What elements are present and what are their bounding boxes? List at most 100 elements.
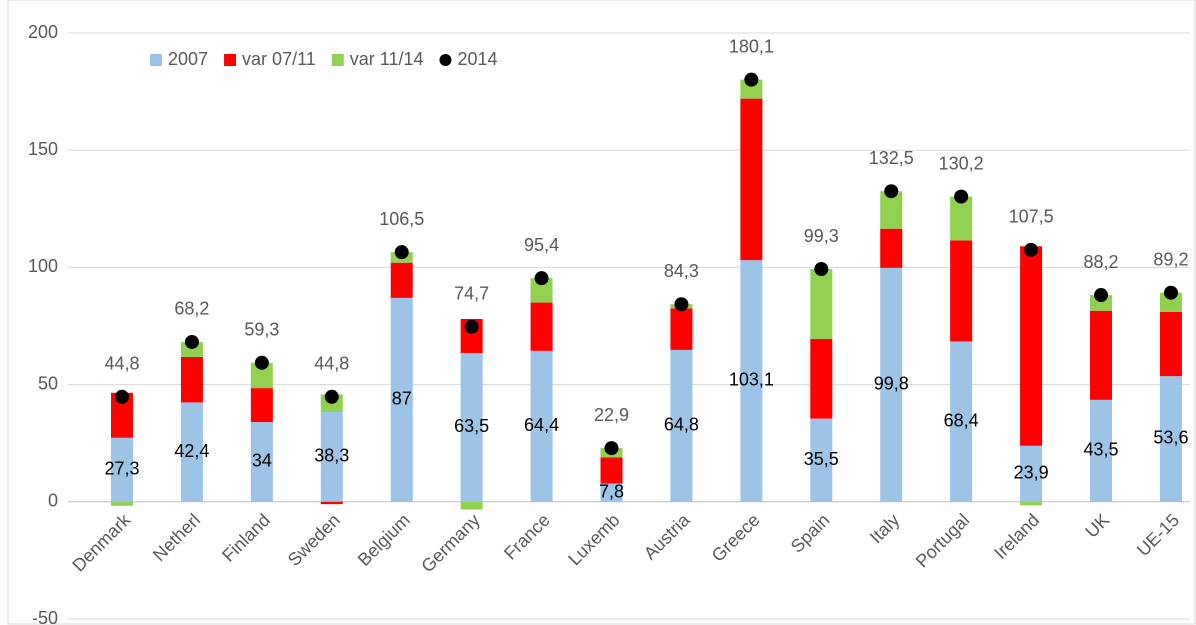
legend-label: 2014: [457, 49, 497, 69]
y-tick-label: 0: [48, 491, 58, 511]
point: [604, 441, 619, 456]
bar-segment: [460, 501, 483, 510]
data-label: 68,2: [174, 299, 209, 319]
bar-segment: [1159, 292, 1182, 312]
data-label: 64,8: [664, 415, 699, 435]
bar-segment: [390, 297, 413, 502]
data-label: 42,4: [174, 441, 209, 461]
legend-label: 2007: [168, 49, 208, 69]
legend-swatch: [150, 54, 162, 66]
data-label: 34: [252, 451, 272, 471]
bar-segment: [320, 412, 343, 502]
x-tick-label: Germany: [417, 510, 483, 576]
data-label: 180,1: [729, 36, 774, 56]
bar-segment: [111, 437, 133, 502]
point: [534, 271, 549, 286]
bar-segment: [740, 79, 763, 99]
data-label: 84,3: [664, 261, 699, 281]
data-label: 68,4: [944, 410, 979, 430]
bar-segment: [880, 267, 903, 502]
chart-frame: [7, 0, 1196, 625]
y-tick-label: 150: [28, 139, 58, 159]
data-label: 59,3: [244, 320, 279, 340]
x-tick-label: Luxemb: [564, 510, 623, 569]
point: [954, 189, 969, 204]
data-label: 53,6: [1153, 428, 1188, 448]
bar-segment: [670, 308, 693, 350]
bar-segment: [880, 191, 903, 229]
x-tick-label: Greece: [708, 510, 764, 566]
data-label: 64,4: [524, 415, 559, 435]
legend-swatch: [224, 54, 237, 66]
point: [884, 184, 899, 199]
bar-segment: [111, 392, 133, 438]
bar-segment: [600, 457, 623, 484]
bar-segment: [1159, 311, 1182, 377]
data-label: 7,8: [599, 481, 624, 501]
bar-segment: [1020, 445, 1043, 502]
bar-segment: [880, 228, 903, 268]
point: [1094, 288, 1109, 303]
x-tick-label: France: [500, 510, 554, 564]
bar-segment: [810, 269, 833, 339]
bar-segment: [111, 501, 133, 506]
bar-segment: [460, 352, 483, 502]
y-tick-label: 200: [28, 22, 58, 42]
data-label: 89,2: [1153, 249, 1188, 269]
bar-segment: [1090, 399, 1113, 502]
bar-segment: [530, 350, 553, 502]
bar-segment: [600, 483, 623, 502]
data-label: 95,4: [524, 235, 559, 255]
point: [674, 297, 689, 312]
point: [184, 334, 199, 349]
data-label: 88,2: [1083, 252, 1118, 272]
bar-segment: [530, 278, 553, 303]
bar-segment: [1090, 310, 1113, 400]
legend-swatch: [331, 54, 344, 66]
data-label: 132,5: [869, 148, 914, 168]
bar-segment: [180, 356, 203, 403]
x-tick-label: UE-15: [1133, 510, 1183, 560]
bar-segment: [950, 240, 973, 342]
bar-segment: [530, 302, 553, 351]
legend-label: var 11/14: [350, 49, 424, 69]
x-tick-label: Belgium: [354, 510, 414, 570]
bar-segment: [180, 402, 203, 502]
data-label: 63,5: [454, 416, 489, 436]
data-label: 106,5: [379, 209, 424, 229]
point: [394, 245, 409, 260]
legend-marker: [439, 54, 452, 66]
data-label: 99,8: [874, 374, 909, 394]
bar-segment: [390, 262, 413, 298]
data-label: 74,7: [454, 283, 489, 303]
bar-segment: [250, 422, 273, 502]
x-tick-label: UK: [1081, 510, 1113, 542]
y-tick-label: -50: [32, 608, 58, 625]
point: [464, 319, 479, 334]
x-tick-label: Sweden: [284, 510, 344, 570]
data-label: 107,5: [1009, 207, 1054, 227]
bar-segment: [810, 338, 833, 419]
x-tick-label: Ireland: [990, 510, 1043, 563]
legend-label: var 07/11: [242, 49, 316, 69]
x-tick-label: Austria: [640, 509, 694, 563]
data-label: 44,8: [104, 354, 139, 374]
data-label: 35,5: [804, 449, 839, 469]
x-tick-label: Spain: [787, 510, 834, 557]
point: [814, 262, 829, 277]
data-label: 44,8: [314, 354, 349, 374]
bar-segment: [1020, 246, 1043, 446]
bar-segment: [320, 501, 343, 505]
data-label: 27,3: [104, 459, 139, 479]
point: [324, 389, 339, 404]
data-label: 130,2: [939, 153, 984, 173]
data-label: 99,3: [804, 226, 839, 246]
bar-segment: [1020, 501, 1043, 506]
data-label: 22,9: [594, 405, 629, 425]
bar-segment: [740, 260, 763, 502]
data-label: 103,1: [729, 370, 774, 390]
point: [254, 355, 269, 370]
bar-segment: [950, 341, 973, 502]
point: [115, 389, 129, 404]
